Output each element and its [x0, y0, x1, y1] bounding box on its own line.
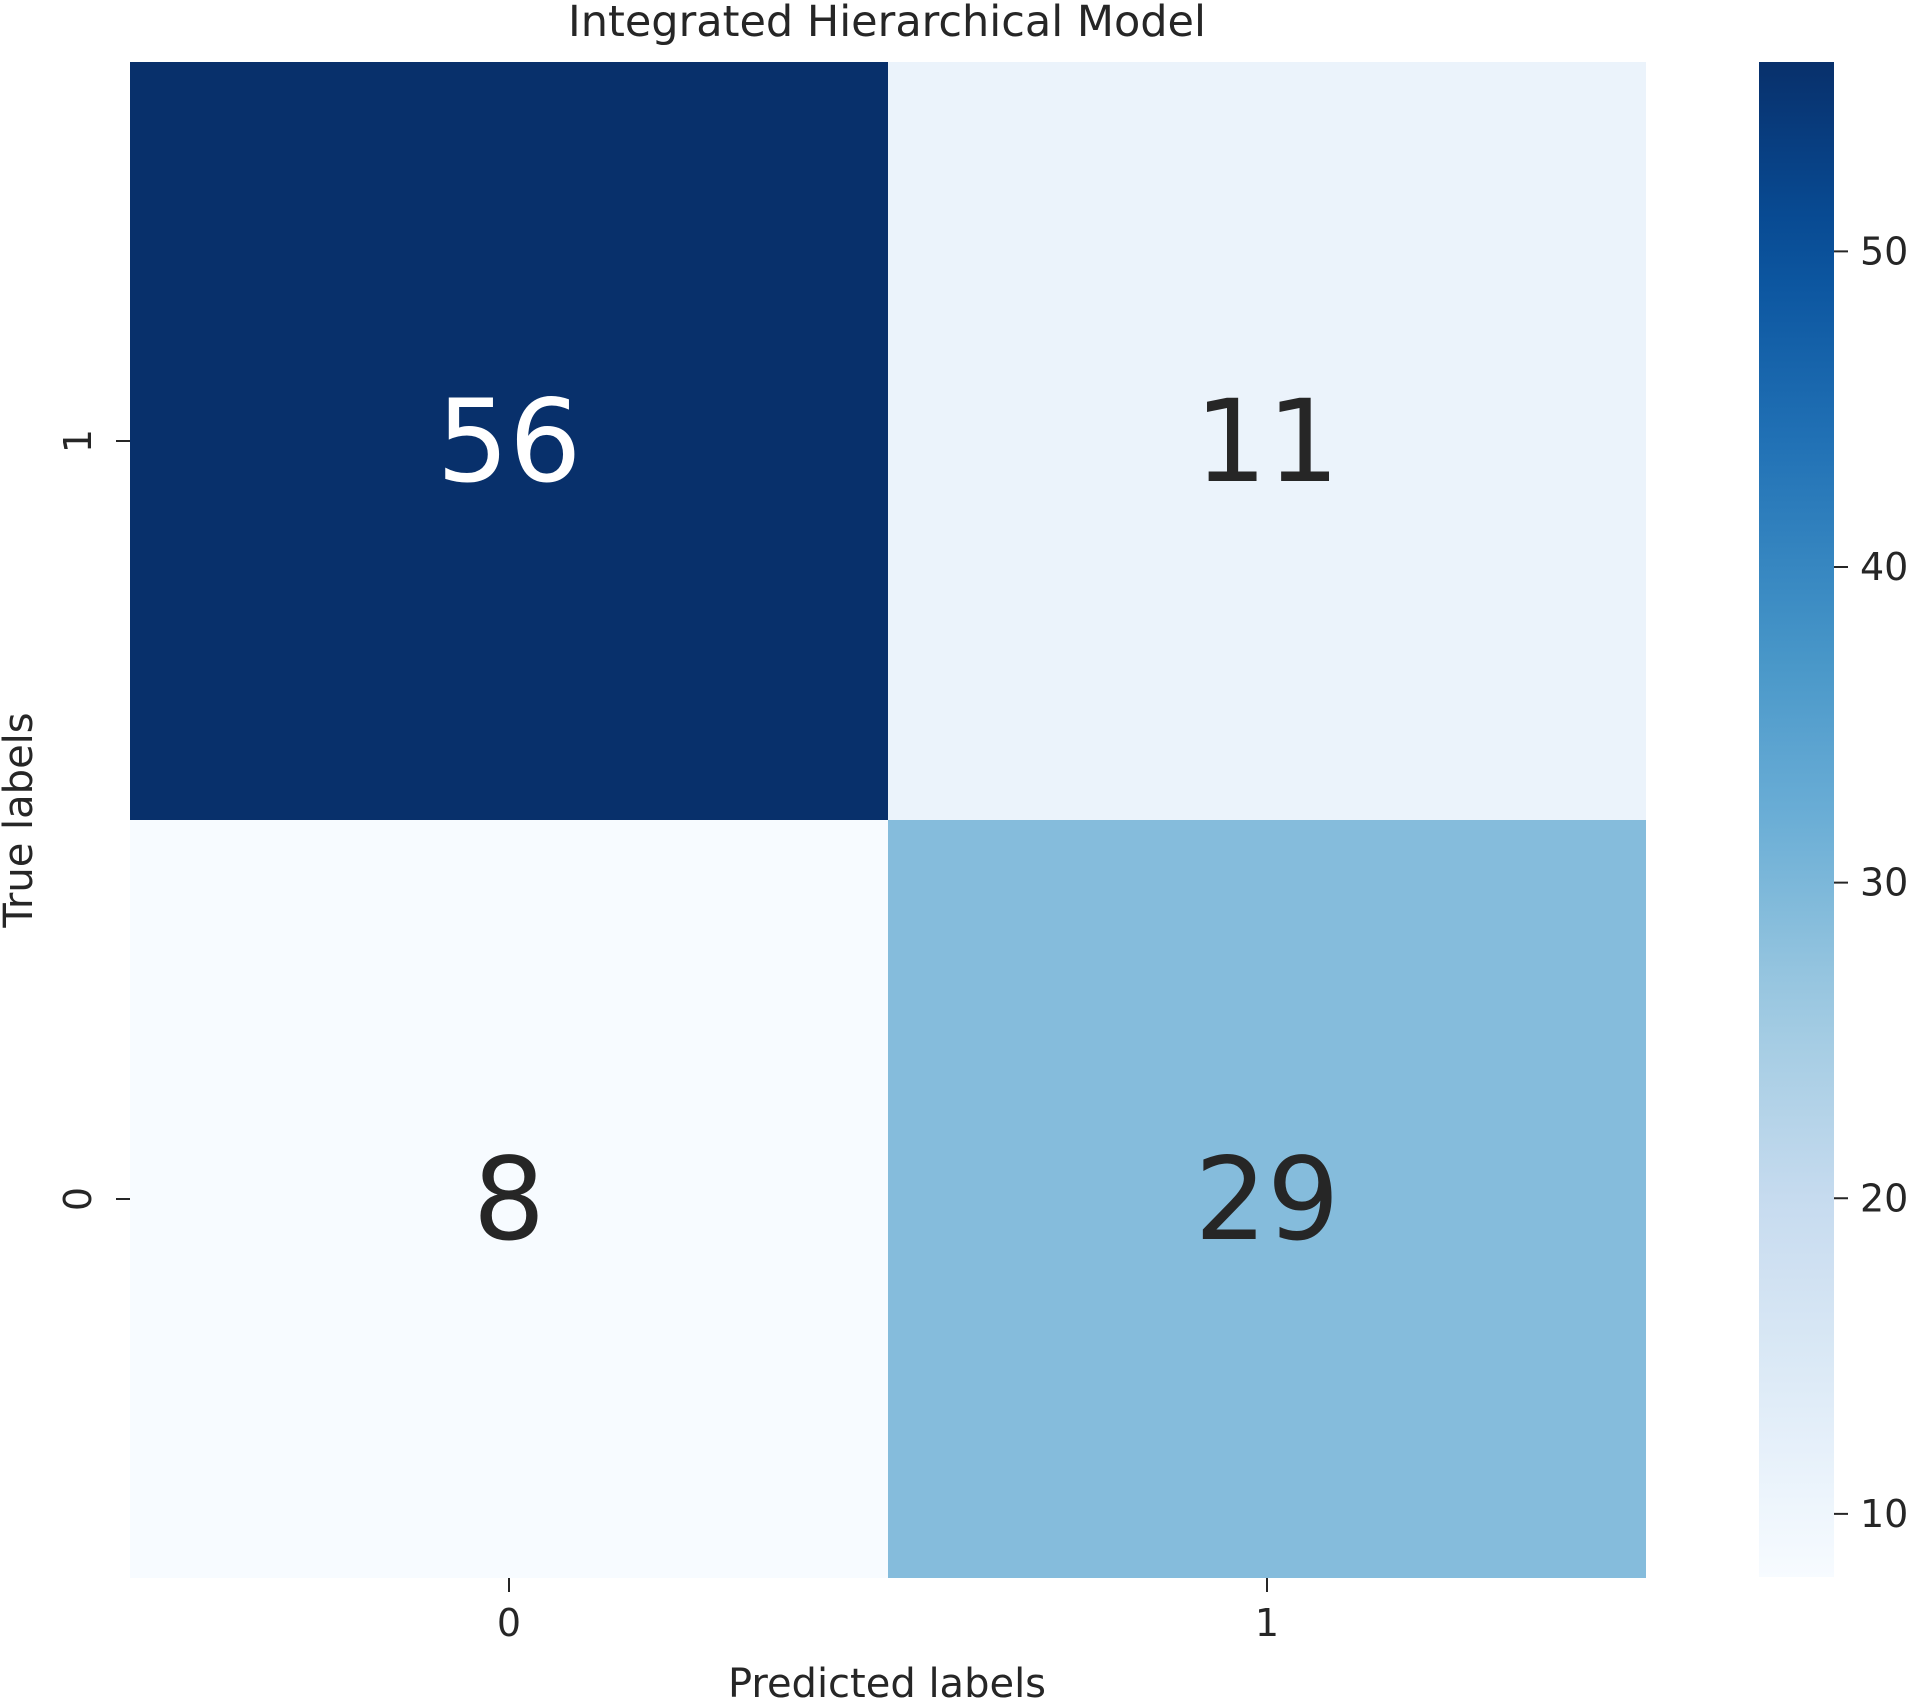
y-tick-label: 1	[56, 429, 100, 453]
heatmap-cell	[888, 62, 1646, 820]
y-axis: 10	[56, 429, 130, 1211]
cell-value-label: 56	[436, 375, 581, 508]
chart-title: Integrated Hierarchical Model	[568, 0, 1206, 47]
colorbar-tick-label: 10	[1860, 1492, 1908, 1536]
colorbar-tick-label: 50	[1860, 229, 1908, 273]
colorbar-tick-label: 20	[1860, 1176, 1908, 1220]
cell-value-label: 8	[473, 1133, 546, 1266]
colorbar-tick-label: 30	[1860, 861, 1908, 905]
heatmap-cell	[130, 62, 888, 820]
x-tick-label: 1	[1255, 1601, 1279, 1645]
colorbar	[1759, 62, 1834, 1577]
colorbar-ticks: 10 20 30 40 50	[1834, 229, 1908, 1536]
x-tick-label: 0	[497, 1601, 521, 1645]
y-tick-label: 0	[56, 1187, 100, 1211]
heatmap-cells	[130, 62, 1646, 1578]
heatmap-cell	[888, 820, 1646, 1578]
y-axis-label: True labels	[0, 712, 42, 928]
heatmap-cell	[130, 820, 888, 1578]
cell-value-label: 11	[1194, 375, 1339, 508]
colorbar-tick-label: 40	[1860, 545, 1908, 589]
heatmap-cell-labels: 56 11 8 29	[436, 375, 1339, 1266]
cell-value-label: 29	[1194, 1133, 1339, 1266]
x-axis-label: Predicted labels	[728, 1661, 1046, 1698]
